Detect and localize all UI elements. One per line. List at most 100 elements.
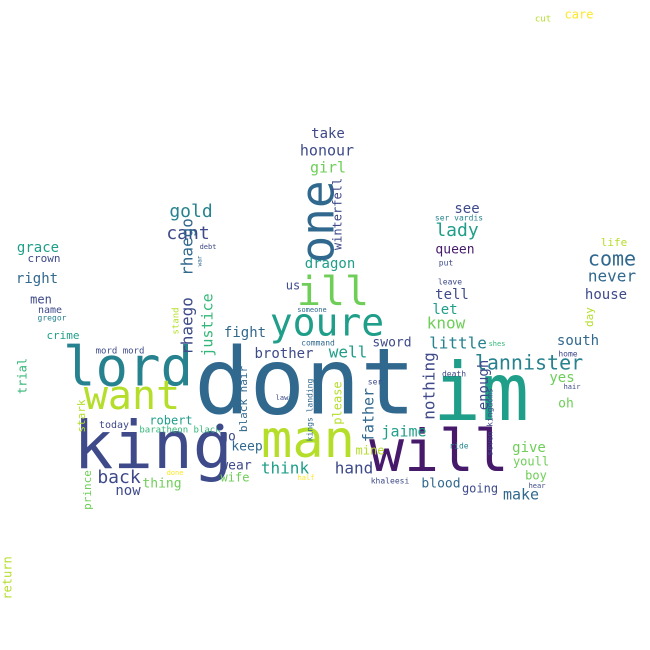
word-debt: debt [200, 243, 217, 251]
word-ride: ride [449, 442, 468, 451]
word-kings-landing: kings landing [306, 379, 315, 442]
word-fight: fight [224, 325, 266, 341]
word-hear: hear [529, 482, 546, 490]
word-dont: dont [194, 328, 416, 435]
word-enough: enough [476, 360, 492, 411]
word-shes: shes [489, 340, 506, 348]
word-trial: trial [16, 358, 30, 394]
word-death: death [442, 370, 466, 379]
word-boy: boy [525, 469, 547, 483]
word-think: think [261, 459, 310, 478]
dot-mark [216, 423, 224, 431]
word-us: us [286, 279, 300, 293]
word-stand: stand [172, 307, 182, 334]
word-crown: crown [27, 252, 60, 265]
word-now: now [115, 483, 141, 499]
word-dragon: dragon [305, 256, 356, 272]
word-give: give [512, 440, 546, 456]
word-want: want [84, 373, 180, 419]
word-ser-vardis: ser vardis [435, 214, 483, 223]
word-command: command [301, 339, 335, 348]
word-keep: keep [231, 440, 262, 455]
word-today: today [99, 420, 129, 431]
word-crime: crime [46, 329, 79, 342]
word-winterfell: winterfell [331, 178, 345, 250]
word-men: men [30, 293, 52, 307]
word-go: go [220, 430, 236, 445]
word-khaleesi: khaleesi [371, 477, 410, 486]
word-lannister: lannister [475, 351, 583, 375]
word-please: please [331, 381, 345, 424]
word-ill: ill [297, 269, 369, 315]
word-nothing: nothing [420, 352, 439, 419]
word-thing: thing [142, 477, 181, 492]
word-black-hair: black hair [237, 366, 250, 433]
word-youre: youre [270, 301, 384, 345]
word-baratheon-black: baratheon black [139, 426, 221, 436]
word-come: come [588, 247, 636, 271]
word-rhaego: rhaego [178, 297, 197, 355]
word-lord: lord [63, 336, 193, 399]
word-well: well [329, 343, 368, 362]
word-see: see [454, 201, 479, 217]
word-south: south [557, 333, 599, 349]
word-man: man [261, 410, 355, 470]
word-going: going [462, 482, 498, 496]
word-justice: justice [199, 293, 217, 356]
word-know: know [427, 314, 466, 333]
word-war: war [197, 255, 204, 266]
word-done: done [167, 469, 184, 477]
word-day: day [583, 307, 596, 327]
word-cut: cut [535, 15, 551, 25]
word-prince: prince [81, 470, 94, 510]
word-girl: girl [310, 159, 346, 177]
word-name: name [38, 305, 62, 316]
word-tell: tell [435, 287, 469, 303]
word-little: little [429, 334, 487, 353]
word-king: king [74, 407, 233, 484]
word-care: care [565, 8, 594, 22]
word-wear: wear [220, 459, 251, 474]
word-return: return [1, 556, 15, 599]
word-gold: gold [169, 201, 212, 222]
word-sword: sword [372, 336, 411, 351]
word-youll: youll [513, 455, 549, 469]
word-leave: leave [438, 278, 462, 287]
word-home: home [558, 350, 577, 359]
word-lady: lady [435, 220, 479, 241]
word-brother: brother [254, 346, 313, 362]
word-blood: blood [421, 477, 460, 492]
word-honour: honour [300, 142, 354, 160]
word-take: take [311, 126, 345, 142]
word-someone: someone [297, 306, 327, 314]
word-seven-kingdoms: seven kingdoms [486, 388, 495, 456]
word-law: law [276, 394, 289, 402]
word-rhaego: rhaego [178, 218, 197, 276]
word-oh: oh [558, 397, 574, 412]
word-mord-mord: mord mord [96, 347, 145, 357]
word-wife: wife [221, 471, 250, 485]
word-life: life [601, 236, 628, 249]
word-never: never [588, 267, 637, 286]
word-gregor: gregor [38, 314, 67, 323]
word-cant: cant [166, 223, 209, 244]
word-father: father [360, 388, 378, 442]
word-will: will [369, 417, 509, 485]
word-let: let [432, 302, 457, 318]
word-back: back [97, 467, 141, 488]
word-queen: queen [435, 243, 474, 258]
word-im: im [433, 346, 529, 439]
word-hair: hair [564, 383, 581, 391]
word-stark: stark [75, 399, 88, 432]
word-jaime: jaime [381, 423, 426, 441]
word-make: make [503, 486, 539, 504]
word-yes: yes [549, 370, 574, 386]
word-half: half [298, 474, 315, 482]
word-put: put [439, 259, 454, 268]
word-one: one [291, 180, 345, 263]
word-mine: mine [356, 444, 385, 458]
word-ser: ser [368, 378, 383, 387]
word-grace: grace [17, 240, 59, 256]
